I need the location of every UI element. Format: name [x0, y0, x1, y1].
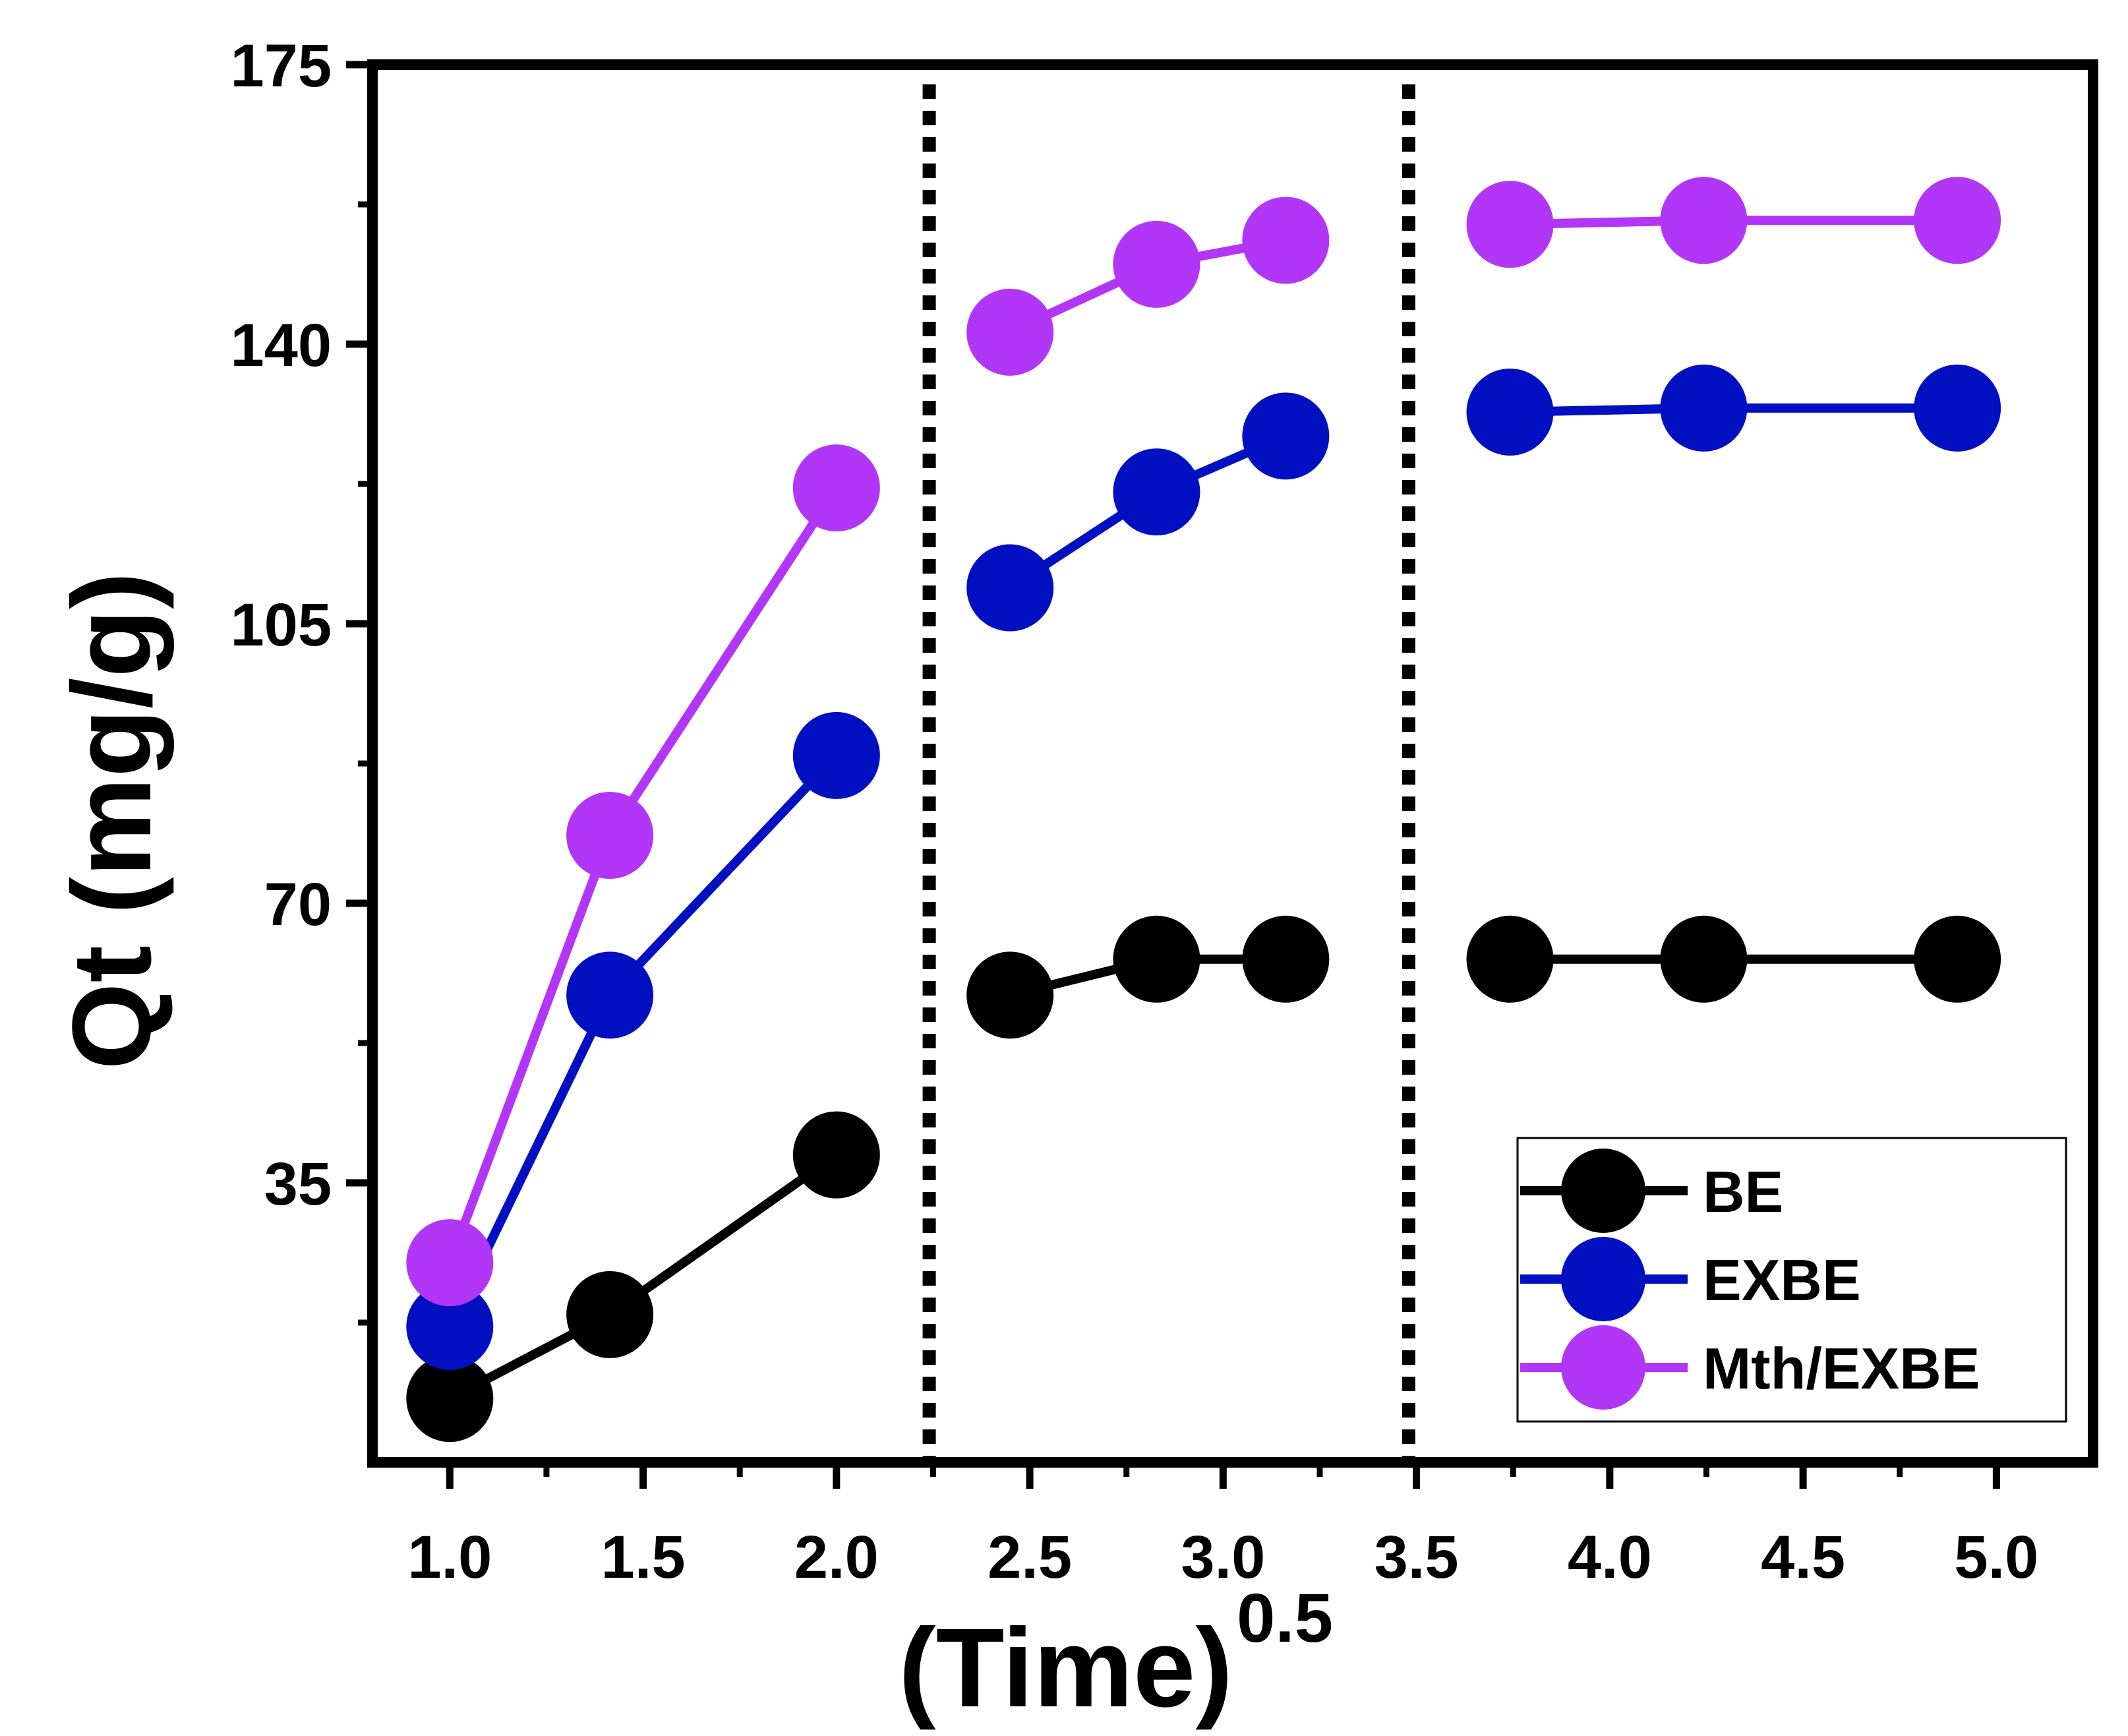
data-point-mth-exbe: [1466, 181, 1554, 268]
series-mth-exbe: [406, 177, 2001, 1307]
series-be: [406, 915, 2001, 1443]
data-point-be: [1113, 915, 1200, 1003]
x-tick-label: 4.5: [1761, 1524, 1845, 1591]
data-point-be: [566, 1271, 654, 1358]
x-axis: 1.0 1.5 2.0 2.5 3.0 3.5 4.0 4.5 5.0: [407, 1462, 2038, 1591]
data-point-exbe: [966, 544, 1054, 632]
data-point-exbe: [406, 1283, 494, 1371]
data-point-exbe: [1914, 364, 2001, 452]
x-tick-label: 3.5: [1374, 1524, 1459, 1591]
x-tick-label: 1.5: [601, 1524, 686, 1591]
x-axis-title: (Time): [899, 1605, 1233, 1731]
data-point-be: [1914, 915, 2001, 1003]
data-point-exbe: [1113, 448, 1200, 536]
data-point-exbe: [1660, 364, 1748, 452]
series-layer: [406, 177, 2001, 1443]
y-tick-label: 35: [264, 1151, 332, 1218]
data-point-mth-exbe: [1914, 177, 2001, 264]
y-axis: 35 70 105 140 175: [231, 32, 372, 1326]
x-tick-label: 5.0: [1954, 1524, 2038, 1591]
data-point-be: [792, 1111, 880, 1199]
x-tick-label: 4.0: [1568, 1524, 1652, 1591]
x-tick-label: 2.5: [988, 1524, 1072, 1591]
y-tick-label: 70: [264, 871, 332, 938]
data-point-mth-exbe: [966, 288, 1054, 376]
data-point-be: [1242, 915, 1330, 1003]
data-point-exbe: [566, 951, 654, 1039]
y-tick-label: 140: [231, 312, 332, 379]
data-point-be: [1660, 915, 1748, 1003]
data-point-mth-exbe: [1242, 196, 1330, 284]
x-tick-label: 1.0: [407, 1524, 492, 1591]
legend-marker-mth-exbe: [1561, 1325, 1645, 1410]
y-tick-label: 105: [231, 591, 332, 659]
data-point-mth-exbe: [1660, 177, 1748, 264]
legend-label-exbe: EXBE: [1703, 1247, 1861, 1313]
data-point-mth-exbe: [792, 444, 880, 532]
data-point-exbe: [1242, 392, 1330, 480]
data-point-mth-exbe: [566, 792, 654, 880]
data-point-exbe: [792, 711, 880, 799]
legend: BE EXBE Mth/EXBE: [1516, 1137, 2067, 1423]
x-tick-label: 2.0: [794, 1524, 879, 1591]
data-point-mth-exbe: [1113, 220, 1200, 308]
y-tick-label: 175: [231, 32, 332, 100]
legend-label-mth-exbe: Mth/EXBE: [1703, 1336, 1980, 1401]
legend-marker-be: [1561, 1149, 1645, 1233]
legend-label-be: BE: [1703, 1159, 1783, 1224]
x-tick-label: 3.0: [1181, 1524, 1265, 1591]
series-exbe: [406, 364, 2001, 1371]
data-point-be: [406, 1355, 494, 1443]
data-point-exbe: [1466, 368, 1554, 456]
y-axis-title: Qt (mg/g): [49, 572, 175, 1069]
data-point-be: [1466, 915, 1554, 1003]
legend-marker-exbe: [1561, 1237, 1645, 1321]
data-point-mth-exbe: [406, 1219, 494, 1307]
data-point-be: [966, 951, 1054, 1039]
x-axis-title-superscript: 0.5: [1237, 1580, 1333, 1657]
divider-lines: [922, 84, 1415, 1459]
